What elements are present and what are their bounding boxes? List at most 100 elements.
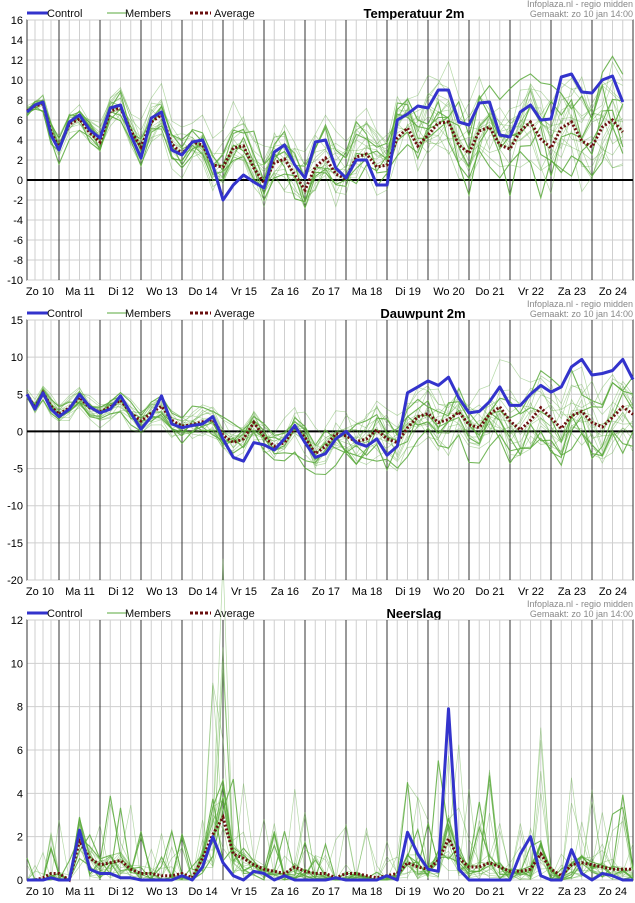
created-label: Gemaakt: zo 10 jan 14:00	[530, 9, 633, 19]
x-tick-label: Ma 11	[65, 586, 95, 598]
legend-average-label: Average	[214, 608, 255, 620]
x-tick-label: Za 16	[271, 286, 299, 298]
y-tick-label: 10	[11, 658, 23, 670]
plot-area-dewpoint	[26, 319, 634, 581]
y-tick-label: 6	[17, 745, 23, 757]
member-line	[26, 100, 624, 187]
grid-temperature	[26, 19, 634, 281]
x-tick-label: Do 21	[475, 886, 504, 898]
x-tick-label: Wo 13	[146, 286, 178, 298]
member-line	[26, 387, 634, 458]
y-tick-label: 16	[11, 15, 23, 27]
y-tick-label: 5	[17, 389, 23, 401]
member-line	[26, 386, 634, 476]
y-tick-label: 4	[17, 135, 23, 147]
member-line	[26, 394, 634, 463]
y-tick-label: 2	[17, 832, 23, 844]
member-line	[27, 755, 634, 881]
member-line	[26, 380, 634, 467]
y-tick-label: -8	[13, 255, 23, 267]
y-axis-temperature: 16 14 12 10 8 6 4 2 0 -2 -4 -6 -8 -10	[7, 15, 23, 287]
y-tick-label: 2	[17, 155, 23, 167]
member-line	[26, 83, 624, 205]
x-tick-label: Wo 20	[433, 286, 465, 298]
member-line	[26, 75, 624, 196]
grid-dewpoint	[26, 319, 634, 581]
y-tick-label: 12	[11, 615, 23, 627]
y-tick-label: -2	[13, 195, 23, 207]
chart-panel-temperature: Control Members Average Temperatuur 2m I…	[7, 0, 634, 298]
x-tick-label: Di 19	[395, 886, 421, 898]
y-tick-label: 0	[17, 175, 23, 187]
created-label: Gemaakt: zo 10 jan 14:00	[530, 609, 633, 619]
x-axis-dewpoint: Zo 10 Ma 11 Di 12 Wo 13 Do 14 Vr 15 Za 16 Zo 17…	[26, 586, 627, 598]
x-tick-label: Vr 15	[231, 886, 257, 898]
x-tick-label: Vr 15	[231, 586, 257, 598]
x-tick-label: Zo 24	[599, 286, 627, 298]
legend-control-label: Control	[47, 308, 82, 320]
series-precipitation	[27, 707, 633, 883]
x-tick-label: Za 16	[271, 586, 299, 598]
legend-members-label: Members	[125, 8, 171, 20]
chart-panel-precipitation: Control Members Average Neerslag Infopla…	[11, 558, 634, 898]
legend-members-label: Members	[125, 608, 171, 620]
y-tick-label: -15	[7, 538, 23, 550]
member-line	[26, 97, 624, 202]
legend-temperature: Control Members Average	[27, 8, 255, 20]
average-line	[27, 813, 633, 883]
x-tick-label: Za 16	[271, 886, 299, 898]
x-tick-label: Za 23	[558, 886, 586, 898]
source-label: Infoplaza.nl - regio midden	[527, 0, 633, 9]
x-tick-label: Zo 10	[26, 586, 54, 598]
x-tick-label: Za 23	[558, 286, 586, 298]
x-tick-label: Zo 17	[312, 586, 340, 598]
legend-average-label: Average	[214, 8, 255, 20]
y-tick-label: 10	[11, 352, 23, 364]
chart-title-dewpoint: Dauwpunt 2m	[380, 306, 465, 321]
legend-members-label: Members	[125, 308, 171, 320]
legend-precipitation: Control Members Average	[27, 608, 255, 620]
x-axis-temperature: Zo 10 Ma 11 Di 12 Wo 13 Do 14 Vr 15 Za 16 Zo 17…	[26, 286, 627, 298]
y-tick-label: -4	[13, 215, 23, 227]
x-tick-label: Do 21	[475, 586, 504, 598]
member-line	[26, 744, 634, 881]
y-tick-label: -10	[7, 501, 23, 513]
y-tick-label: -20	[7, 575, 23, 587]
y-tick-label: 6	[17, 115, 23, 127]
x-tick-label: Zo 10	[26, 886, 54, 898]
y-tick-label: 4	[17, 788, 23, 800]
y-tick-label: 0	[17, 426, 23, 438]
x-tick-label: Ma 11	[65, 286, 95, 298]
series-temperature	[26, 72, 625, 202]
x-tick-label: Za 23	[558, 586, 586, 598]
average-line	[25, 389, 634, 456]
x-axis-precipitation: Zo 10 Ma 11 Di 12 Wo 13 Do 14 Vr 15 Za 16 Zo 17…	[26, 886, 627, 898]
member-line	[26, 79, 623, 199]
x-tick-label: Di 12	[108, 286, 134, 298]
member-line	[26, 375, 634, 454]
member-line	[26, 82, 624, 166]
y-tick-label: 10	[11, 75, 23, 87]
x-tick-label: Vr 22	[518, 286, 544, 298]
created-label: Gemaakt: zo 10 jan 14:00	[530, 309, 633, 319]
x-tick-label: Zo 17	[312, 286, 340, 298]
y-tick-label: -5	[13, 464, 23, 476]
member-line	[26, 55, 624, 210]
x-tick-label: Di 19	[395, 286, 421, 298]
chart-title-precipitation: Neerslag	[387, 606, 442, 621]
member-line	[26, 386, 634, 445]
legend-average-label: Average	[214, 308, 255, 320]
x-tick-label: Do 21	[475, 286, 504, 298]
member-line	[26, 97, 624, 174]
member-line	[26, 390, 634, 464]
x-tick-label: Di 19	[395, 586, 421, 598]
member-line	[26, 94, 624, 197]
x-tick-label: Wo 20	[433, 586, 465, 598]
x-tick-label: Ma 18	[352, 886, 383, 898]
legend-control-label: Control	[47, 608, 82, 620]
x-tick-label: Di 12	[108, 886, 134, 898]
member-line	[26, 82, 623, 195]
member-line	[27, 775, 634, 882]
member-line	[26, 90, 623, 185]
